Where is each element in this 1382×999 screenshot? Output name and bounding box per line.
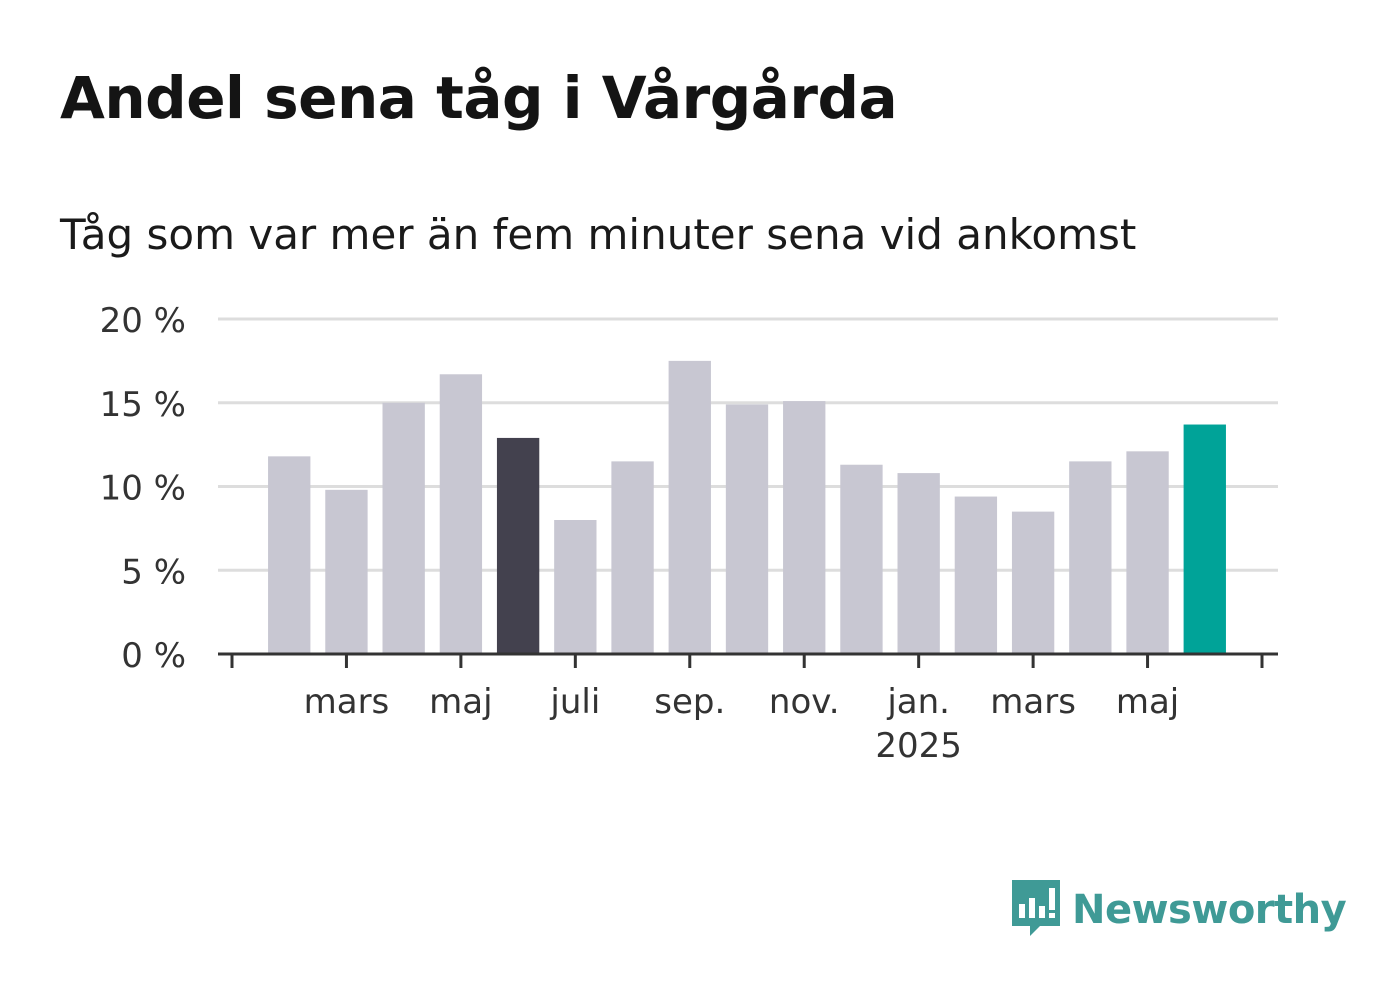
bar — [554, 520, 597, 654]
x-tick-label: maj — [1116, 682, 1179, 722]
bar — [897, 473, 940, 654]
bar — [611, 461, 654, 654]
newsworthy-chart-icon — [1010, 878, 1064, 942]
bar — [668, 360, 711, 654]
y-tick-label: 15 % — [100, 385, 186, 425]
newsworthy-logo: Newsworthy — [1010, 878, 1347, 942]
x-tick-label: nov. — [769, 682, 840, 722]
bar — [1126, 451, 1169, 654]
x-tick-sublabel: 2025 — [875, 726, 962, 766]
bar — [840, 464, 883, 654]
bar — [325, 489, 368, 654]
bar — [268, 456, 311, 654]
x-tick-label: sep. — [654, 682, 725, 722]
chart-subtitle: Tåg som var mer än fem minuter sena vid … — [60, 210, 1137, 259]
bar — [783, 401, 826, 654]
bar — [382, 402, 425, 654]
x-tick-label: mars — [990, 682, 1076, 722]
x-tick-label: jan. — [886, 682, 950, 722]
bar — [1069, 461, 1112, 654]
y-tick-label: 20 % — [100, 301, 186, 341]
y-tick-label: 5 % — [121, 552, 186, 592]
bar — [954, 496, 998, 654]
bar — [725, 404, 769, 654]
x-tick-label: juli — [549, 682, 600, 722]
bar — [496, 437, 540, 654]
y-tick-label: 0 % — [121, 636, 186, 676]
bar — [1011, 511, 1055, 654]
y-tick-label: 10 % — [100, 469, 186, 509]
chart-title: Andel sena tåg i Vårgårda — [60, 64, 898, 132]
x-tick-label: mars — [304, 682, 390, 722]
x-tick-label: maj — [429, 682, 492, 722]
bar — [1183, 424, 1226, 654]
bar — [439, 374, 483, 654]
logo-text: Newsworthy — [1072, 887, 1347, 933]
